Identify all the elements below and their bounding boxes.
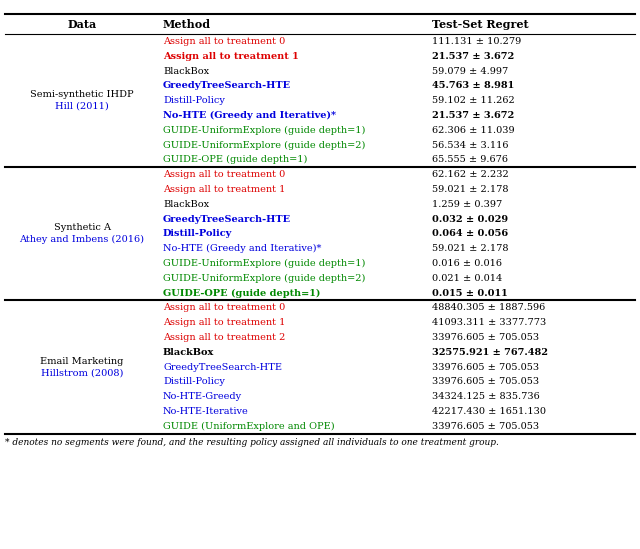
- Text: Test-Set Regret: Test-Set Regret: [432, 19, 529, 30]
- Text: Email Marketing: Email Marketing: [40, 357, 124, 366]
- Text: No-HTE (Greedy and Iterative)*: No-HTE (Greedy and Iterative)*: [163, 111, 336, 120]
- Text: Assign all to treatment 1: Assign all to treatment 1: [163, 52, 299, 61]
- Text: GreedyTreeSearch-HTE: GreedyTreeSearch-HTE: [163, 362, 282, 372]
- Text: No-HTE-Greedy: No-HTE-Greedy: [163, 392, 242, 401]
- Text: 0.064 ± 0.056: 0.064 ± 0.056: [432, 229, 508, 238]
- Text: 62.306 ± 11.039: 62.306 ± 11.039: [432, 126, 515, 135]
- Text: 1.259 ± 0.397: 1.259 ± 0.397: [432, 200, 502, 209]
- Text: BlackBox: BlackBox: [163, 200, 209, 209]
- Text: 33976.605 ± 705.053: 33976.605 ± 705.053: [432, 362, 539, 372]
- Text: 33976.605 ± 705.053: 33976.605 ± 705.053: [432, 422, 539, 431]
- Text: No-HTE (Greedy and Iterative)*: No-HTE (Greedy and Iterative)*: [163, 244, 321, 253]
- Text: Distill-Policy: Distill-Policy: [163, 229, 232, 238]
- Text: 48840.305 ± 1887.596: 48840.305 ± 1887.596: [432, 303, 545, 312]
- Text: 41093.311 ± 3377.773: 41093.311 ± 3377.773: [432, 318, 547, 327]
- Text: 0.032 ± 0.029: 0.032 ± 0.029: [432, 215, 508, 223]
- Text: 21.537 ± 3.672: 21.537 ± 3.672: [432, 111, 515, 120]
- Text: 34324.125 ± 835.736: 34324.125 ± 835.736: [432, 392, 540, 401]
- Text: BlackBox: BlackBox: [163, 66, 209, 76]
- Text: 0.015 ± 0.011: 0.015 ± 0.011: [432, 289, 508, 298]
- Text: Semi-synthetic IHDP: Semi-synthetic IHDP: [30, 90, 134, 99]
- Text: Assign all to treatment 1: Assign all to treatment 1: [163, 185, 285, 194]
- Text: Assign all to treatment 1: Assign all to treatment 1: [163, 318, 285, 327]
- Text: 33976.605 ± 705.053: 33976.605 ± 705.053: [432, 333, 539, 342]
- Text: Distill-Policy: Distill-Policy: [163, 96, 225, 105]
- Text: Distill-Policy: Distill-Policy: [163, 377, 225, 386]
- Text: No-HTE-Iterative: No-HTE-Iterative: [163, 407, 249, 416]
- Text: 32575.921 ± 767.482: 32575.921 ± 767.482: [432, 348, 548, 357]
- Text: GUIDE-OPE (guide depth=1): GUIDE-OPE (guide depth=1): [163, 155, 307, 164]
- Text: 0.016 ± 0.016: 0.016 ± 0.016: [432, 259, 502, 268]
- Text: BlackBox: BlackBox: [163, 348, 214, 357]
- Text: Synthetic A: Synthetic A: [54, 223, 111, 232]
- Text: GUIDE-UniformExplore (guide depth=2): GUIDE-UniformExplore (guide depth=2): [163, 273, 365, 283]
- Text: 111.131 ± 10.279: 111.131 ± 10.279: [432, 37, 521, 46]
- Text: GUIDE-UniformExplore (guide depth=2): GUIDE-UniformExplore (guide depth=2): [163, 141, 365, 149]
- Text: Assign all to treatment 2: Assign all to treatment 2: [163, 333, 285, 342]
- Text: * denotes no segments were found, and the resulting policy assigned all individu: * denotes no segments were found, and th…: [5, 438, 499, 447]
- Text: 56.534 ± 3.116: 56.534 ± 3.116: [432, 141, 509, 149]
- Text: 59.102 ± 11.262: 59.102 ± 11.262: [432, 96, 515, 105]
- Text: 65.555 ± 9.676: 65.555 ± 9.676: [432, 155, 508, 164]
- Text: GUIDE-UniformExplore (guide depth=1): GUIDE-UniformExplore (guide depth=1): [163, 259, 365, 268]
- Text: Hillstrom (2008): Hillstrom (2008): [41, 368, 123, 377]
- Text: Assign all to treatment 0: Assign all to treatment 0: [163, 303, 285, 312]
- Text: 45.763 ± 8.981: 45.763 ± 8.981: [432, 81, 515, 90]
- Text: 21.537 ± 3.672: 21.537 ± 3.672: [432, 52, 515, 61]
- Text: Assign all to treatment 0: Assign all to treatment 0: [163, 170, 285, 179]
- Text: 59.021 ± 2.178: 59.021 ± 2.178: [432, 244, 509, 253]
- Text: Athey and Imbens (2016): Athey and Imbens (2016): [19, 235, 145, 244]
- Text: 42217.430 ± 1651.130: 42217.430 ± 1651.130: [432, 407, 546, 416]
- Text: 59.079 ± 4.997: 59.079 ± 4.997: [432, 66, 508, 76]
- Text: GUIDE-UniformExplore (guide depth=1): GUIDE-UniformExplore (guide depth=1): [163, 126, 365, 135]
- Text: 62.162 ± 2.232: 62.162 ± 2.232: [432, 170, 509, 179]
- Text: 33976.605 ± 705.053: 33976.605 ± 705.053: [432, 377, 539, 386]
- Text: Assign all to treatment 0: Assign all to treatment 0: [163, 37, 285, 46]
- Text: Hill (2011): Hill (2011): [55, 102, 109, 111]
- Text: GreedyTreeSearch-HTE: GreedyTreeSearch-HTE: [163, 215, 291, 223]
- Text: 0.021 ± 0.014: 0.021 ± 0.014: [432, 274, 502, 283]
- Text: GUIDE (UniformExplore and OPE): GUIDE (UniformExplore and OPE): [163, 422, 335, 431]
- Text: 59.021 ± 2.178: 59.021 ± 2.178: [432, 185, 509, 194]
- Text: Method: Method: [163, 19, 211, 30]
- Text: GUIDE-OPE (guide depth=1): GUIDE-OPE (guide depth=1): [163, 288, 321, 298]
- Text: GreedyTreeSearch-HTE: GreedyTreeSearch-HTE: [163, 81, 291, 90]
- Text: Data: Data: [67, 19, 97, 30]
